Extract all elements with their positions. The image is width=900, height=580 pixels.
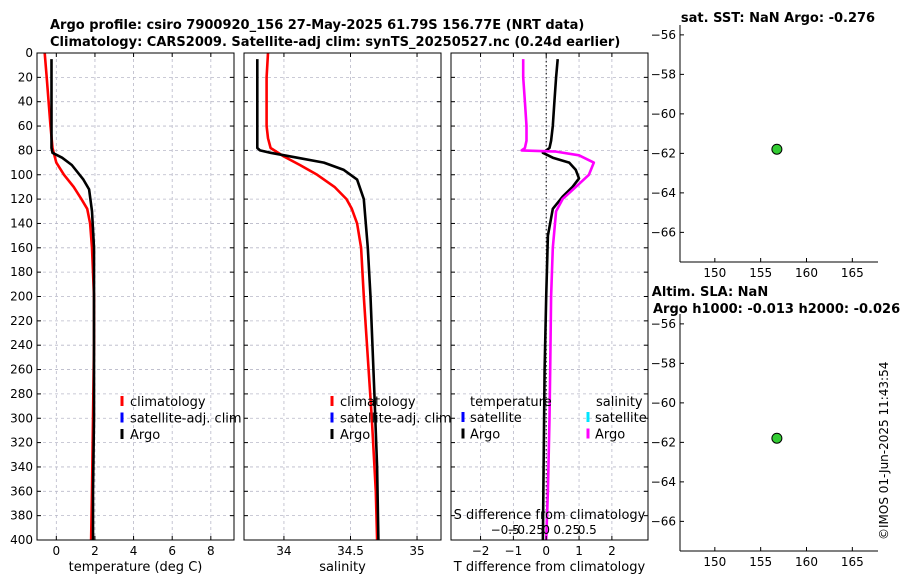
x-tick-label: 155 <box>749 266 772 280</box>
y-tick-label: 260 <box>10 363 33 377</box>
x-tick-label: 35 <box>409 544 424 558</box>
legend-title-salinity: salinity <box>596 395 643 410</box>
y-tick-label: 400 <box>10 533 33 547</box>
top-tick-label: 0.5 <box>578 523 597 537</box>
series-s-argo <box>520 59 596 541</box>
x-tick-label: 34.5 <box>337 544 364 558</box>
y-tick-label: 180 <box>10 265 33 279</box>
legend-label: Argo <box>130 428 160 443</box>
x-tick-label: 1 <box>575 544 583 558</box>
y-tick-label: −60 <box>651 396 676 410</box>
top-tick-label: −0.25 <box>507 523 544 537</box>
legend-label: Argo <box>340 428 370 443</box>
y-tick-label: 40 <box>18 95 33 109</box>
x-tick-label: −2 <box>472 544 490 558</box>
y-tick-label: 20 <box>18 70 33 84</box>
y-tick-label: 200 <box>10 290 33 304</box>
argo-position-marker <box>771 432 783 444</box>
legend-label: climatology <box>130 395 206 410</box>
y-tick-label: 0 <box>25 46 33 60</box>
series-climatology <box>265 52 379 541</box>
salinity-panel: 34 34.5 35 salinity climatology satellite-adj… <box>243 52 452 575</box>
argo-position-marker <box>771 143 783 155</box>
x-tick-label: −1 <box>505 544 523 558</box>
top-tick-label: −0.5 <box>491 523 520 537</box>
x-tick-label: 0 <box>542 544 550 558</box>
legend-label: climatology <box>340 395 416 410</box>
legend-label: Argo <box>595 428 625 443</box>
x-tick-label: 0 <box>52 544 60 558</box>
x-axis-label: T difference from climatology <box>453 560 646 575</box>
y-tick-label: −64 <box>651 186 676 200</box>
y-tick-label: −62 <box>651 435 676 449</box>
legend-label: satellite <box>595 411 647 426</box>
y-tick-label: −56 <box>651 28 676 42</box>
x-tick-label: 4 <box>130 544 138 558</box>
x-tick-label: 2 <box>608 544 616 558</box>
top-tick-label: 0 <box>542 523 550 537</box>
y-tick-label: 60 <box>18 119 33 133</box>
top-axis-label: S difference from climatology <box>454 508 646 523</box>
map-title: sat. SST: NaN Argo: -0.276 <box>681 11 875 26</box>
x-tick-label: 8 <box>207 544 215 558</box>
y-tick-label: −62 <box>651 146 676 160</box>
y-tick-label: 160 <box>10 241 33 255</box>
legend-label: satellite <box>470 411 522 426</box>
y-tick-label: 360 <box>10 484 33 498</box>
x-tick-label: 2 <box>91 544 99 558</box>
y-tick-label: −56 <box>651 317 676 331</box>
y-tick-label: −66 <box>651 514 676 528</box>
x-tick-label: 165 <box>841 266 864 280</box>
x-tick-label: 155 <box>749 555 772 569</box>
y-tick-label: 300 <box>10 411 33 425</box>
x-tick-label: 160 <box>795 266 818 280</box>
top-tick-label: 0.25 <box>553 523 580 537</box>
x-tick-label: 6 <box>168 544 176 558</box>
y-tick-label: −66 <box>651 225 676 239</box>
x-tick-label: 34 <box>276 544 291 558</box>
series-argo <box>50 59 96 540</box>
legend-label: satellite-adj. clim <box>130 412 242 427</box>
y-tick-label: −58 <box>651 67 676 81</box>
x-tick-label: 160 <box>795 555 818 569</box>
difference-panel: −2 −1 0 1 2 T difference from climatology temp… <box>450 52 649 575</box>
x-tick-label: 150 <box>703 266 726 280</box>
series-argo <box>255 59 380 541</box>
sst-map-panel: 150 155 160 165 −56 −58 −60 −62 −64 −66 sat. SST: … <box>651 11 878 280</box>
y-tick-label: 380 <box>10 509 33 523</box>
legend-label: Argo <box>470 428 500 443</box>
y-tick-label: −64 <box>651 475 676 489</box>
x-tick-label: 150 <box>703 555 726 569</box>
legend-title-temperature: temperature <box>470 395 552 410</box>
y-tick-label: 100 <box>10 168 33 182</box>
legend-label: satellite-adj. clim <box>340 412 452 427</box>
imos-timestamp: ©IMOS 01-Jun-2025 11:43:54 <box>877 362 891 540</box>
y-tick-label: −60 <box>651 107 676 121</box>
sla-map-panel: 150 155 160 165 −56 −58 −60 −62 −64 −66 Altim. SLA… <box>651 285 900 569</box>
map-subtitle: Argo h1000: -0.013 h2000: -0.026 <box>653 302 900 317</box>
temperature-panel: 0 2 4 6 802040608010012014016018020022024026… <box>10 46 242 575</box>
y-tick-label: 120 <box>10 192 33 206</box>
y-tick-label: 140 <box>10 216 33 230</box>
figure-title-line2: Climatology: CARS2009. Satellite-adj cli… <box>50 35 620 50</box>
y-tick-label: −58 <box>651 356 676 370</box>
map-title: Altim. SLA: NaN <box>652 285 768 300</box>
y-tick-label: 320 <box>10 436 33 450</box>
y-tick-label: 340 <box>10 460 33 474</box>
y-tick-label: 220 <box>10 314 33 328</box>
x-axis-label: salinity <box>319 560 366 575</box>
series-t-argo <box>541 58 581 541</box>
y-tick-label: 240 <box>10 338 33 352</box>
y-tick-label: 280 <box>10 387 33 401</box>
figure-title-line1: Argo profile: csiro 7900920_156 27-May-2… <box>50 18 584 33</box>
x-axis-label: temperature (deg C) <box>69 560 203 575</box>
y-tick-label: 80 <box>18 143 33 157</box>
x-tick-label: 165 <box>841 555 864 569</box>
